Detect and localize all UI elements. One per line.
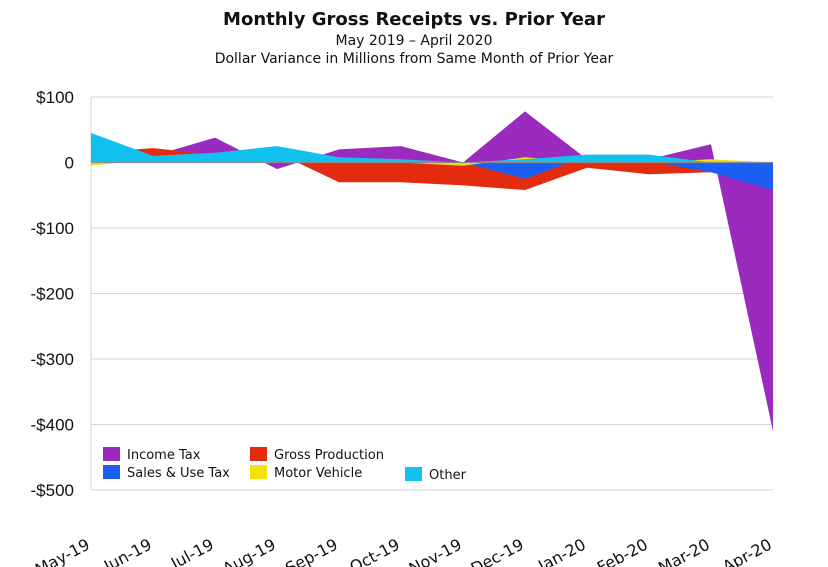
legend-label-sales-use-tax: Sales & Use Tax [127, 466, 230, 481]
x-tick-label: Dec-19 [468, 535, 527, 567]
x-tick-label: Feb-20 [594, 535, 651, 567]
x-tick-label: Jan-20 [534, 535, 589, 567]
x-tick-label: Sep-19 [282, 535, 341, 567]
x-tick-label: Jul-19 [167, 535, 217, 567]
chart-subtitle: May 2019 – April 2020 [335, 33, 493, 49]
legend-swatch-income-tax [103, 447, 120, 461]
legend: Income Tax Gross Production Sales & Use Ta… [103, 447, 467, 483]
x-tick-label: Nov-19 [406, 535, 465, 567]
y-tick-label: -$100 [31, 219, 74, 238]
y-axis: $100 0 -$100 -$200 -$300 -$400 -$500 [31, 88, 74, 500]
y-tick-label: 0 [65, 154, 74, 173]
x-tick-label: Jun-19 [100, 535, 155, 567]
legend-label-motor-vehicle: Motor Vehicle [274, 466, 362, 481]
y-tick-label: -$400 [31, 416, 74, 435]
legend-swatch-motor-vehicle [250, 465, 267, 479]
x-axis: May-19 Jun-19 Jul-19 Aug-19 Sep-19 Oct-19 Nov-… [32, 535, 775, 567]
legend-swatch-sales-use-tax [103, 465, 120, 479]
chart-subtitle-2: Dollar Variance in Millions from Same Mo… [214, 51, 614, 67]
legend-swatch-gross-production [250, 447, 267, 461]
x-tick-label: Aug-19 [219, 535, 279, 567]
x-tick-label: Apr-20 [719, 535, 775, 567]
area-other [91, 133, 773, 163]
chart-title: Monthly Gross Receipts vs. Prior Year [223, 9, 605, 30]
y-tick-label: -$300 [31, 350, 74, 369]
y-tick-label: $100 [36, 88, 74, 107]
legend-swatch-other [405, 467, 422, 481]
series-areas [91, 111, 773, 432]
x-tick-label: May-19 [32, 535, 93, 567]
legend-label-other: Other [429, 468, 467, 483]
x-tick-label: Oct-19 [346, 535, 402, 567]
y-tick-label: -$200 [31, 285, 74, 304]
y-tick-label: -$500 [31, 481, 74, 500]
legend-label-gross-production: Gross Production [274, 448, 384, 463]
chart-titles: Monthly Gross Receipts vs. Prior Year Ma… [0, 8, 828, 68]
legend-label-income-tax: Income Tax [127, 448, 201, 463]
x-tick-label: Mar-20 [655, 535, 713, 567]
